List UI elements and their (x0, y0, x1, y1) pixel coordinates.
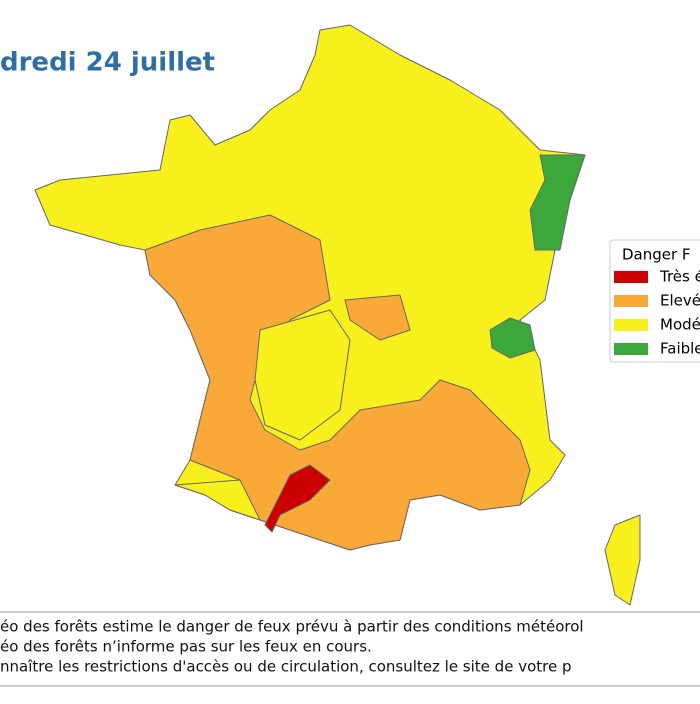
region-low (529, 154, 586, 251)
region-very-high (264, 464, 331, 533)
legend-title: Danger F (622, 246, 691, 264)
legend-label: Elevé (660, 292, 700, 310)
region-moderate (254, 309, 351, 441)
footer-line: éo des forêts n’informe pas sur les feux… (0, 638, 372, 656)
legend-box (609, 239, 700, 363)
map-title: dredi 24 juillet (0, 48, 215, 78)
legend-swatch (614, 343, 648, 355)
footer: éo des forêts estime le danger de feux p… (0, 618, 584, 676)
legend-swatch (614, 319, 648, 331)
region-low (489, 317, 536, 359)
footer-line: nnaître les restrictions d'accès ou de c… (0, 658, 571, 676)
france-map (34, 24, 641, 606)
region-moderate (174, 479, 261, 521)
corsica (604, 514, 641, 606)
legend-label: Faible (660, 340, 700, 358)
legend-label: Très é (659, 268, 700, 286)
footer-line: éo des forêts estime le danger de feux p… (0, 618, 584, 636)
region-high (344, 294, 411, 341)
legend-swatch (614, 271, 648, 283)
legend: Danger F Très é Elevé Modé Faible (609, 239, 700, 363)
legend-label: Modé (660, 316, 700, 334)
legend-swatch (614, 295, 648, 307)
